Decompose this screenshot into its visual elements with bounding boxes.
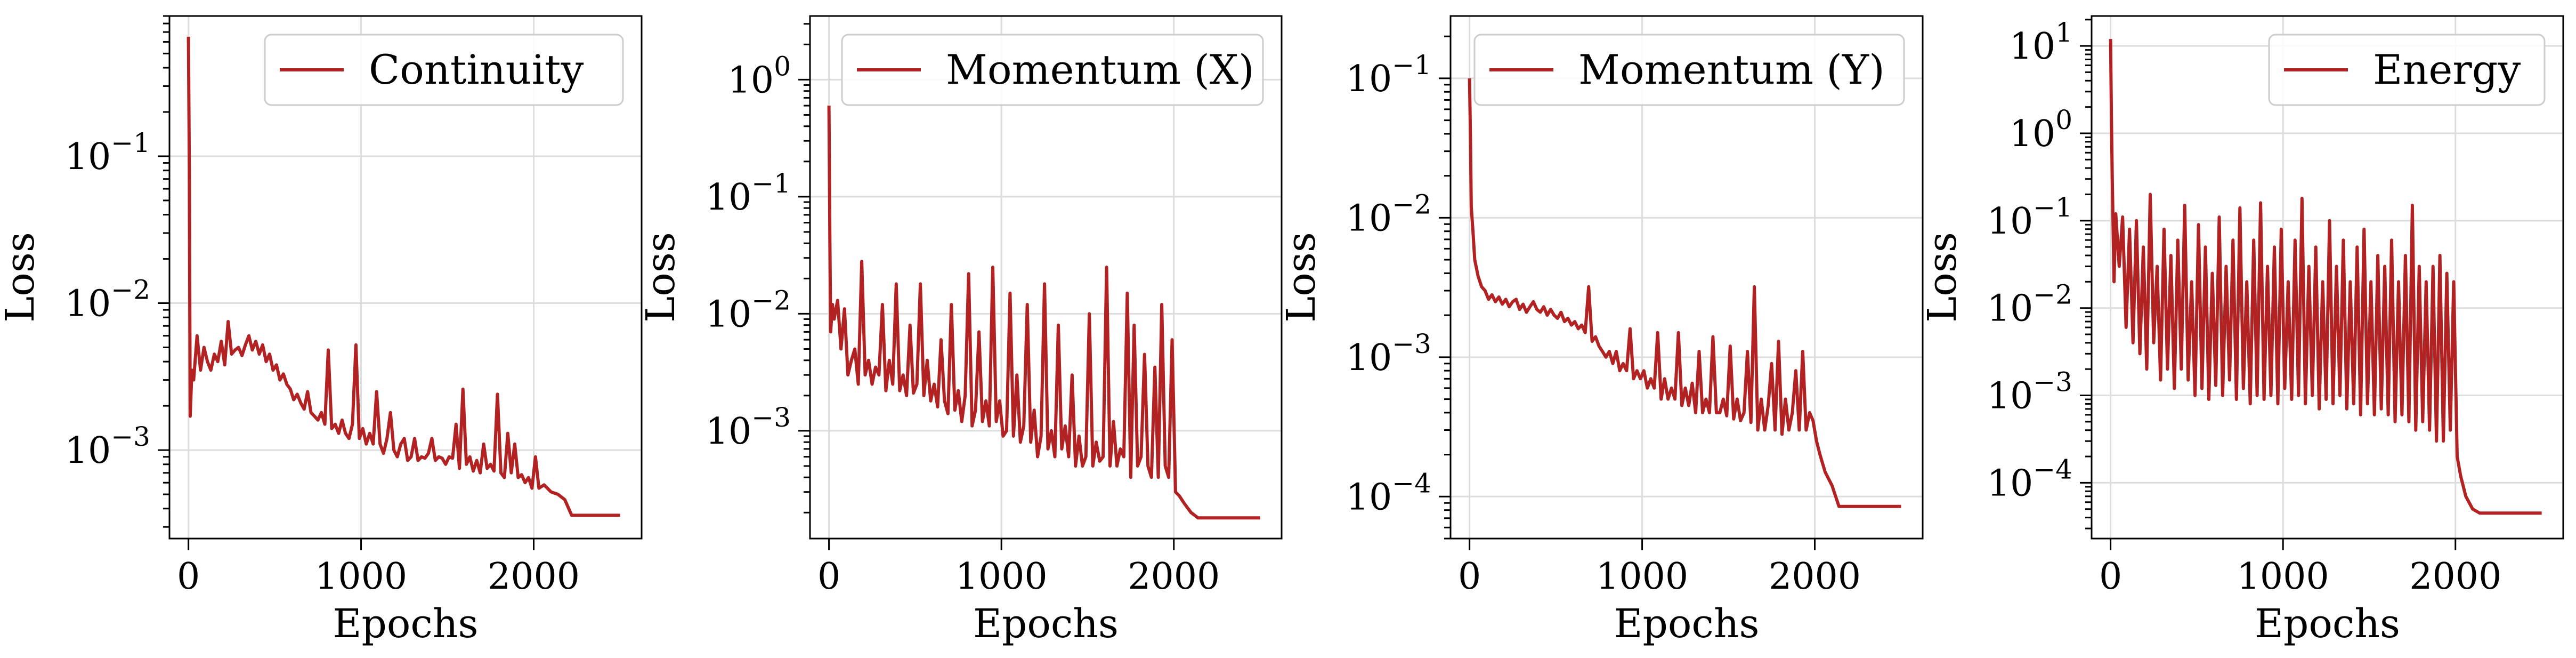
y-tick-label: 10−4: [1346, 468, 1431, 518]
x-tick-label: 0: [817, 556, 840, 598]
y-tick-label-exponent: −1: [2033, 192, 2072, 223]
y-tick-label-base: 10: [65, 136, 111, 178]
y-tick-label-exponent: −1: [1392, 50, 1431, 81]
y-tick-label: 10−1: [1346, 50, 1431, 100]
y-tick-label-base: 10: [1346, 337, 1392, 379]
y-tick-label-exponent: −3: [1392, 328, 1431, 359]
x-tick-label: 2000: [2409, 556, 2501, 598]
y-tick-label-exponent: −2: [2033, 279, 2072, 310]
y-tick-label: 101: [2010, 17, 2072, 68]
legend-label: Momentum (Y): [1578, 46, 1885, 93]
y-tick-label-base: 10: [65, 283, 111, 325]
x-tick-label: 0: [2099, 556, 2122, 598]
legend: Energy: [2268, 34, 2546, 106]
y-tick-label-exponent: −1: [751, 168, 791, 199]
y-tick-label: 10−1: [1987, 192, 2072, 243]
y-tick-label-base: 10: [1987, 288, 2034, 330]
legend-label: Momentum (X): [946, 46, 1254, 93]
legend-box: [2268, 34, 2546, 106]
y-tick-label: 10−3: [706, 402, 791, 453]
y-tick-label-exponent: 1: [2055, 17, 2072, 48]
x-tick-label: 1000: [955, 556, 1048, 598]
plot-frame: [809, 15, 1283, 540]
y-tick-label-exponent: −1: [111, 127, 150, 158]
y-tick-label: 10−1: [65, 127, 150, 178]
y-tick-label-base: 10: [1346, 476, 1392, 518]
x-axis-label: Epochs: [333, 601, 478, 647]
y-tick-label-base: 10: [2010, 113, 2056, 155]
y-tick-label: 10−3: [1346, 328, 1431, 379]
y-tick-label: 10−3: [65, 421, 150, 472]
plot-frame: [168, 15, 643, 540]
y-tick-label: 10−1: [706, 168, 791, 219]
subplot-momentum-y: 10−110−210−310−40 1000 2000EpochsLossMomen…: [1278, 15, 1924, 647]
y-tick-label: 100: [728, 51, 791, 101]
x-tick-label: 1000: [2237, 556, 2329, 598]
plot-frame: [2091, 15, 2564, 540]
legend: Continuity: [264, 34, 624, 106]
x-axis-label: Epochs: [2255, 601, 2400, 647]
y-tick-label-exponent: −4: [1392, 468, 1431, 499]
y-tick-label-base: 10: [728, 59, 774, 101]
y-tick-label-exponent: −3: [2033, 367, 2072, 398]
x-tick-label: 0: [1458, 556, 1481, 598]
subplot-continuity: 10−110−210−30 1000 2000EpochsLossContinuit…: [0, 15, 643, 647]
y-tick-label-exponent: −2: [751, 285, 791, 316]
series-line-momentum-x: [827, 106, 1260, 520]
y-tick-label-base: 10: [1346, 58, 1392, 100]
x-axis-label: Epochs: [1614, 601, 1759, 647]
y-tick-label-exponent: 0: [2055, 105, 2072, 135]
y-tick-label-base: 10: [1987, 375, 2034, 418]
x-tick-label: 2000: [1128, 556, 1220, 598]
y-axis-label: Loss: [638, 232, 684, 323]
y-tick-label-exponent: −3: [111, 421, 150, 452]
y-tick-label-exponent: 0: [774, 51, 791, 82]
y-tick-label-base: 10: [706, 176, 752, 219]
y-tick-label-base: 10: [1987, 462, 2034, 504]
x-tick-label: 2000: [488, 556, 580, 598]
series-line-energy: [2109, 39, 2542, 515]
y-axis-label: Loss: [1919, 232, 1965, 323]
y-tick-label-exponent: −3: [751, 402, 791, 433]
y-tick-label: 10−4: [1987, 454, 2072, 504]
y-tick-label-base: 10: [2010, 26, 2056, 68]
x-tick-label: 2000: [1769, 556, 1861, 598]
y-tick-label: 100: [2010, 105, 2072, 155]
legend-box: [841, 34, 1264, 106]
legend: Momentum (Y): [1473, 34, 1905, 106]
y-axis-label: Loss: [0, 232, 43, 323]
y-tick-label-exponent: −2: [111, 275, 150, 306]
x-axis-label: Epochs: [973, 601, 1119, 647]
legend-box: [264, 34, 624, 106]
y-tick-label-base: 10: [65, 430, 111, 472]
y-tick-label: 10−2: [1346, 189, 1431, 239]
y-tick-label-exponent: −4: [2033, 454, 2072, 485]
y-tick-label: 10−2: [706, 285, 791, 335]
y-tick-label: 10−3: [1987, 367, 2072, 418]
x-tick-label: 1000: [315, 556, 407, 598]
x-tick-label: 1000: [1596, 556, 1688, 598]
y-tick-label-base: 10: [706, 293, 752, 335]
legend: Momentum (X): [841, 34, 1264, 106]
series-line-continuity: [187, 36, 620, 517]
y-tick-label: 10−2: [65, 275, 150, 325]
legend-box: [1473, 34, 1905, 106]
y-tick-label-base: 10: [706, 411, 752, 453]
plot-frame: [1449, 15, 1924, 540]
y-tick-label: 10−2: [1987, 279, 2072, 330]
y-tick-label-base: 10: [1346, 197, 1392, 239]
y-tick-label-exponent: −2: [1392, 189, 1431, 220]
y-axis-label: Loss: [1278, 232, 1324, 323]
y-tick-label-base: 10: [1987, 200, 2034, 243]
series-line-momentum-y: [1468, 78, 1901, 508]
legend-label: Energy: [2373, 46, 2521, 93]
x-tick-label: 0: [177, 556, 200, 598]
legend-label: Continuity: [369, 46, 584, 93]
